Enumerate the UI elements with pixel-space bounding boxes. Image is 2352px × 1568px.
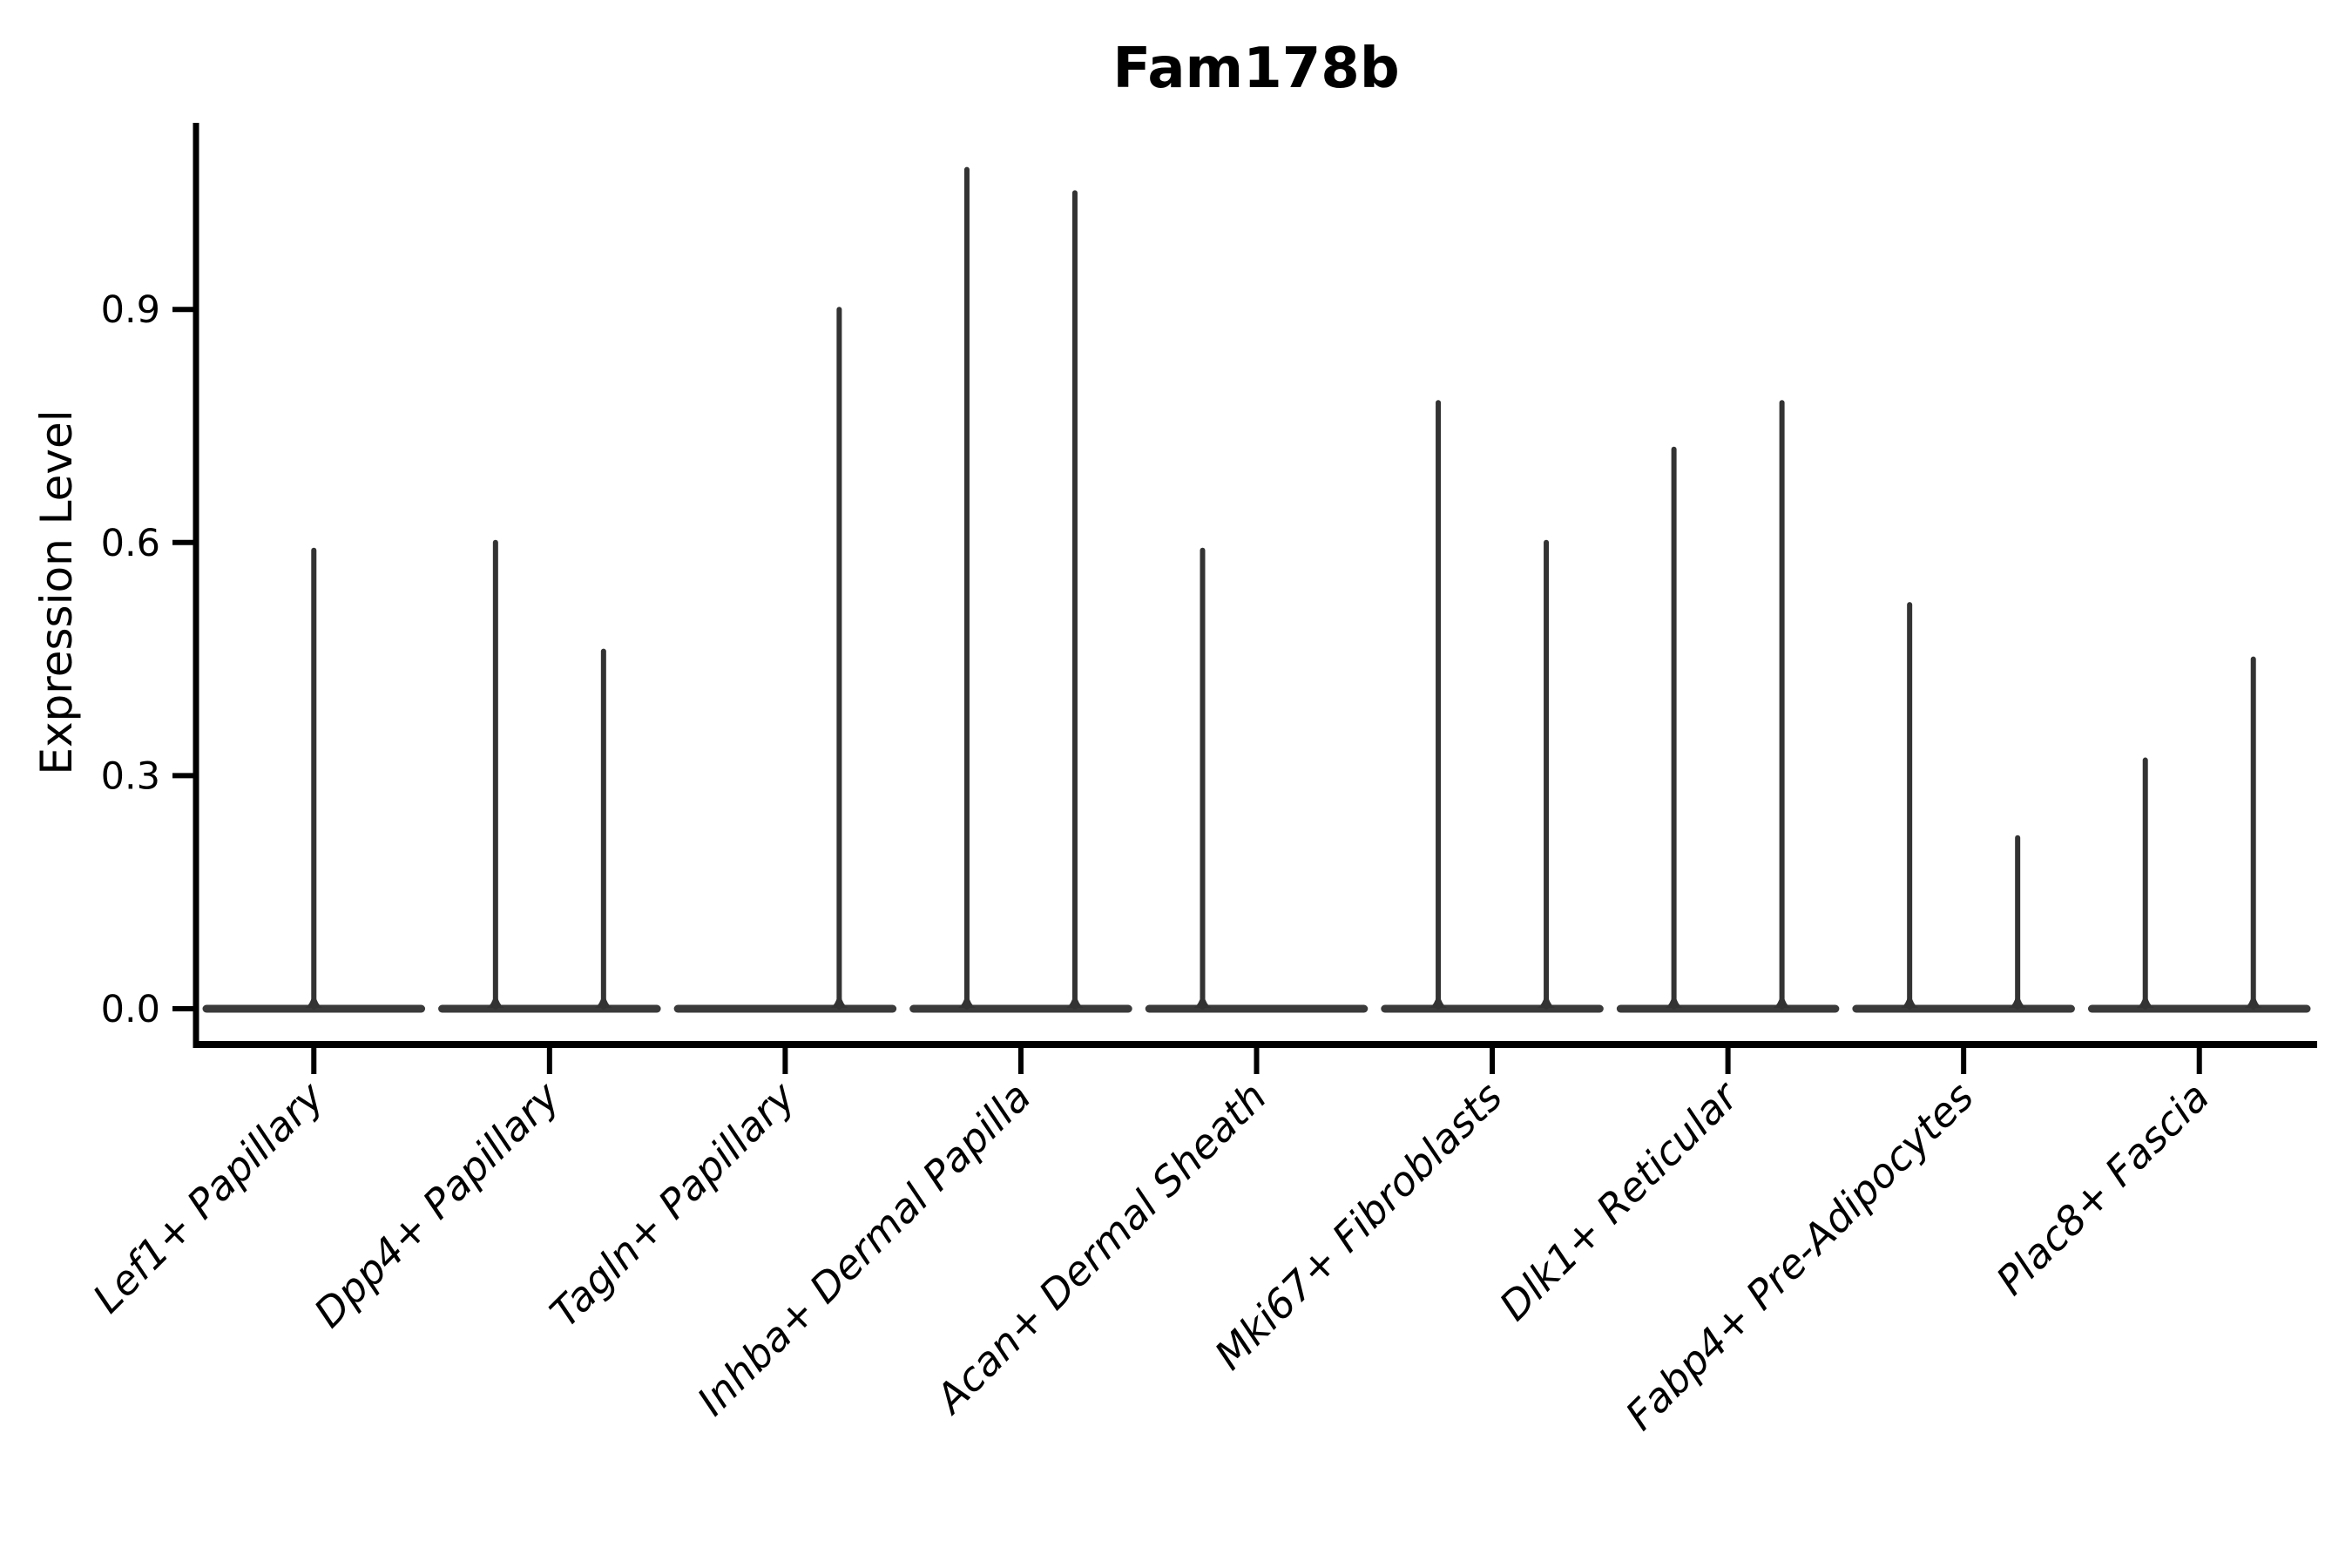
x-tick-label: Dpp4+ Papillary <box>305 1072 569 1336</box>
y-tick-label: 0.3 <box>101 754 160 798</box>
y-tick-label: 0.6 <box>101 522 160 565</box>
chart-title: Fam178b <box>1112 37 1399 101</box>
x-tick-label: Plac8+ Fascia <box>1987 1073 2218 1304</box>
y-tick-label: 0.0 <box>101 988 160 1031</box>
y-axis-label: Expression Level <box>31 409 82 774</box>
x-tick-label: Lef1+ Papillary <box>84 1072 333 1321</box>
x-tick-label: Tagln+ Papillary <box>541 1072 805 1336</box>
x-axis-ticks <box>311 1044 2202 1074</box>
y-tick-label: 0.9 <box>101 288 160 332</box>
y-axis-ticks: 0.0 0.3 0.6 0.9 <box>101 288 196 1031</box>
x-tick-label: Dlk1+ Reticular <box>1490 1071 1749 1329</box>
violin-spikes <box>305 166 2262 1010</box>
